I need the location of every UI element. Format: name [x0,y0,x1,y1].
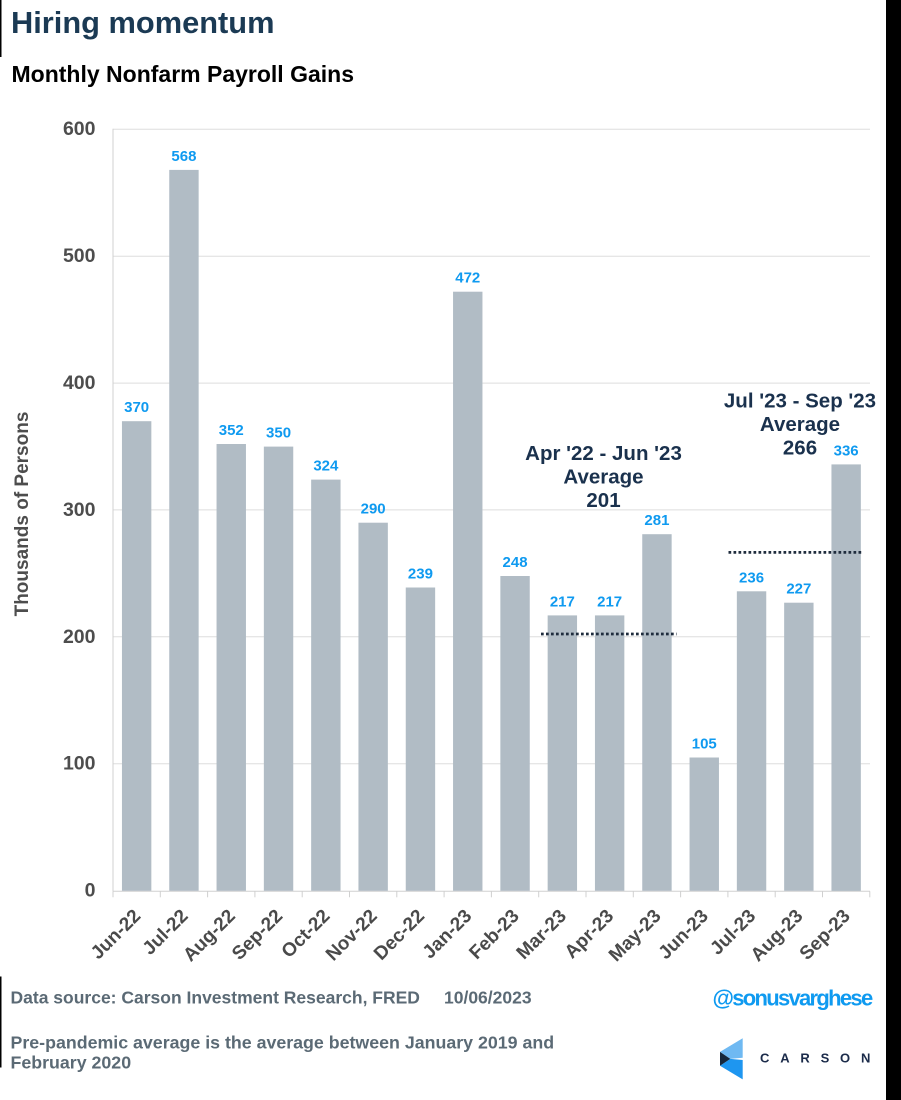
svg-text:336: 336 [834,442,859,459]
svg-text:350: 350 [266,425,291,442]
svg-text:Data source: Carson Investment: Data source: Carson Investment Research,… [11,988,420,1008]
svg-text:Thousands of Persons: Thousands of Persons [12,412,33,617]
svg-text:290: 290 [361,501,386,518]
svg-text:Jun-22: Jun-22 [87,906,145,964]
svg-text:Feb-23: Feb-23 [465,906,523,964]
svg-text:Hiring momentum: Hiring momentum [11,5,275,40]
svg-text:370: 370 [124,399,149,416]
svg-text:Sep-22: Sep-22 [228,906,287,965]
svg-text:10/06/2023: 10/06/2023 [444,988,532,1008]
svg-text:300: 300 [63,499,96,521]
svg-text:Jun-23: Jun-23 [655,906,713,964]
svg-text:Mar-23: Mar-23 [513,906,571,964]
svg-text:Nov-22: Nov-22 [322,906,382,966]
svg-text:0: 0 [85,880,96,902]
svg-text:Apr '22 - Jun '23: Apr '22 - Jun '23 [525,442,682,465]
svg-text:236: 236 [739,569,764,586]
svg-text:248: 248 [503,554,528,571]
svg-text:324: 324 [313,458,339,475]
svg-text:217: 217 [550,593,575,610]
svg-text:227: 227 [786,581,811,598]
svg-text:352: 352 [219,422,244,439]
svg-text:600: 600 [63,118,96,140]
svg-text:400: 400 [63,372,96,394]
svg-text:239: 239 [408,566,433,583]
svg-text:Aug-22: Aug-22 [179,906,239,966]
svg-text:472: 472 [455,270,480,287]
svg-text:Pre-pandemic average is the av: Pre-pandemic average is the average betw… [11,1033,555,1053]
svg-text:500: 500 [63,245,96,267]
svg-text:Average: Average [563,465,643,488]
svg-text:Monthly Nonfarm Payroll Gains: Monthly Nonfarm Payroll Gains [12,61,355,87]
svg-text:Average: Average [760,413,840,436]
svg-text:105: 105 [692,736,717,753]
svg-text:Sep-23: Sep-23 [796,906,855,965]
svg-text:100: 100 [63,753,96,775]
svg-text:February 2020: February 2020 [11,1052,132,1072]
svg-text:Aug-23: Aug-23 [747,906,807,966]
svg-text:May-23: May-23 [605,906,665,966]
svg-text:201: 201 [586,489,620,512]
svg-text:Jan-23: Jan-23 [419,906,476,963]
svg-text:266: 266 [783,436,817,459]
svg-text:568: 568 [171,148,196,165]
svg-text:CARSON: CARSON [760,1050,881,1065]
svg-text:@sonusvarghese: @sonusvarghese [712,986,873,1011]
svg-text:217: 217 [597,593,622,610]
svg-text:200: 200 [63,626,96,648]
svg-text:Dec-22: Dec-22 [370,906,429,965]
svg-text:Jul '23 - Sep '23: Jul '23 - Sep '23 [724,389,876,412]
svg-text:281: 281 [644,512,669,529]
